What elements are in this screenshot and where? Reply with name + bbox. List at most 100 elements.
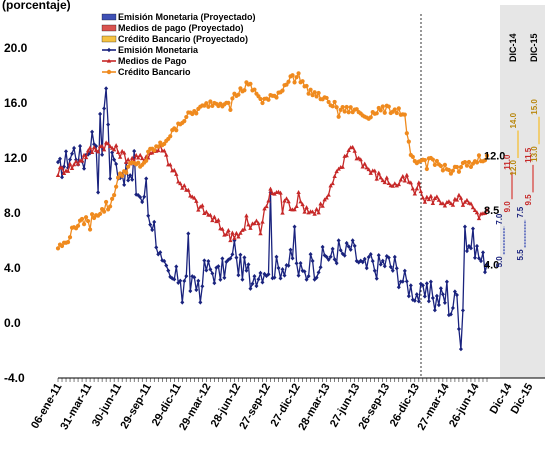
point-em — [480, 250, 485, 255]
point-mp — [238, 230, 243, 235]
point-mp — [346, 148, 351, 153]
point-mp — [306, 210, 311, 215]
point-cb — [368, 115, 373, 120]
point-cb — [114, 184, 119, 189]
point-em — [88, 150, 93, 156]
point-em — [64, 149, 69, 154]
point-mp — [300, 202, 305, 207]
point-em — [104, 86, 109, 91]
point-mp — [384, 175, 389, 180]
point-mp — [368, 170, 373, 175]
point-mp — [268, 186, 273, 191]
point-mp — [150, 150, 155, 155]
point-em — [152, 219, 157, 225]
point-em — [460, 308, 465, 313]
legend-swatch-mp_proj — [101, 24, 117, 32]
point-mp — [242, 226, 247, 231]
legend-marker-cb — [106, 69, 112, 75]
point-mp — [200, 203, 205, 208]
point-cb — [484, 153, 490, 158]
point-em — [260, 280, 265, 285]
point-em — [266, 272, 271, 277]
point-mp — [456, 192, 462, 197]
point-cb — [394, 110, 399, 116]
point-cb — [85, 218, 91, 224]
point-cb — [97, 211, 103, 217]
legend-label-mp: Medios de Pago — [118, 56, 187, 66]
point-cb — [258, 96, 263, 102]
point-mp — [111, 147, 117, 152]
legend-swatch-cb_proj — [101, 35, 117, 43]
point-mp — [294, 203, 299, 208]
legend-marker-mp — [106, 58, 112, 63]
projection-value-label: 15.0 — [530, 99, 539, 115]
point-em — [158, 250, 163, 255]
point-em — [320, 244, 325, 250]
point-mp — [79, 158, 85, 163]
point-mp — [186, 187, 191, 192]
point-cb — [342, 109, 347, 114]
point-mp — [210, 218, 215, 223]
point-cb — [292, 80, 297, 85]
projection-value-label: 11.5 — [524, 147, 533, 163]
point-mp — [400, 174, 406, 179]
point-em — [344, 240, 349, 246]
point-cb — [334, 105, 339, 110]
point-mp — [458, 195, 464, 200]
point-mp — [426, 197, 432, 202]
point-em — [294, 261, 299, 266]
point-mp — [282, 198, 287, 203]
point-em — [244, 268, 249, 273]
point-mp — [81, 152, 87, 157]
point-em — [468, 246, 473, 251]
point-mp — [320, 203, 325, 208]
point-em — [282, 273, 287, 278]
point-mp — [376, 170, 381, 175]
point-mp — [332, 173, 337, 178]
point-em — [188, 288, 193, 294]
point-em — [164, 263, 169, 268]
point-em — [102, 106, 107, 111]
point-mp — [99, 143, 105, 148]
point-mp — [468, 201, 474, 206]
point-mp — [464, 197, 470, 202]
projection-value-label: 12.0 — [509, 159, 518, 175]
point-em — [426, 299, 431, 304]
point-em — [278, 276, 283, 281]
point-cb — [104, 199, 109, 205]
point-em — [396, 285, 401, 290]
point-em — [148, 222, 153, 227]
projection-value-label: 13.0 — [530, 146, 539, 162]
point-mp — [59, 165, 65, 170]
point-em — [142, 194, 147, 199]
point-mp — [424, 194, 430, 199]
point-em — [332, 257, 337, 262]
point-mp — [178, 181, 183, 186]
point-em — [438, 286, 443, 291]
point-em — [96, 190, 101, 195]
point-mp — [448, 201, 454, 206]
point-em — [140, 199, 145, 205]
point-mp — [292, 207, 297, 212]
point-mp — [258, 231, 263, 236]
point-cb — [438, 163, 443, 169]
point-cb — [108, 204, 113, 209]
point-em — [56, 159, 60, 165]
point-em — [240, 277, 245, 282]
point-em — [186, 231, 191, 236]
point-em — [485, 262, 489, 267]
point-mp — [105, 141, 111, 146]
point-cb — [87, 227, 93, 232]
point-mp — [85, 148, 91, 153]
point-em — [336, 238, 341, 243]
point-em — [474, 243, 479, 249]
point-mp — [284, 196, 289, 201]
point-mp — [236, 234, 241, 239]
point-cb — [280, 88, 285, 93]
point-em — [150, 227, 155, 233]
point-mp — [374, 176, 379, 181]
y-tick-label: 0.0 — [4, 316, 21, 330]
point-em — [192, 275, 197, 280]
point-em — [252, 274, 257, 279]
point-em — [462, 224, 467, 229]
